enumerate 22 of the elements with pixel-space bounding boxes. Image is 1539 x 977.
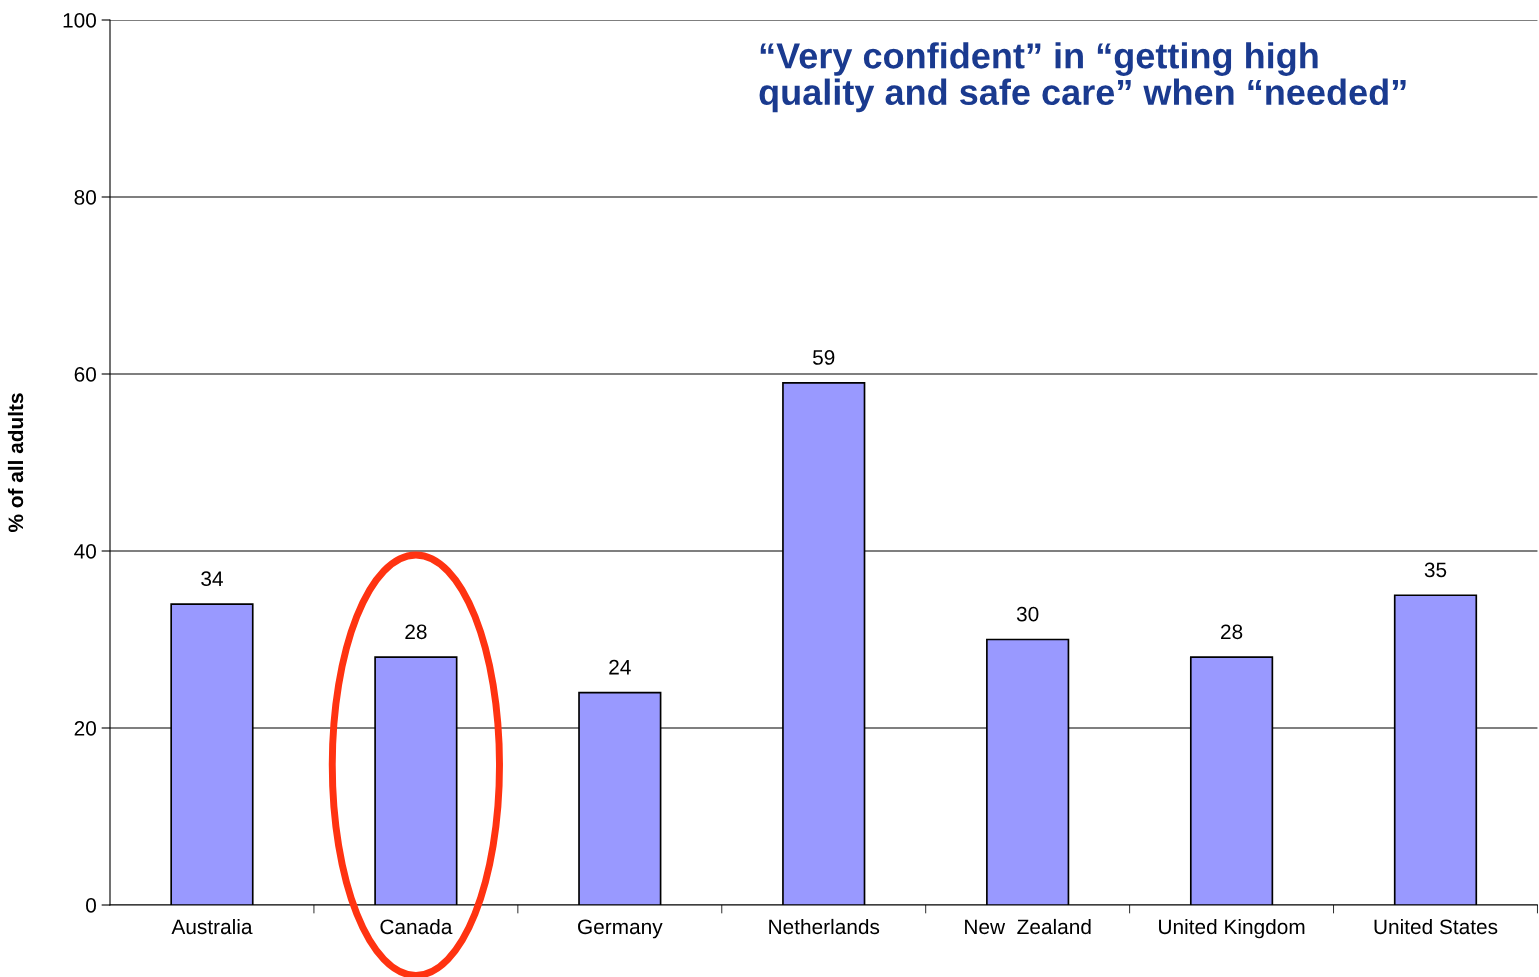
data-label: 59 xyxy=(812,350,835,365)
data-label: 24 xyxy=(609,659,631,675)
text: “Very confident” in “getting high quality and safe care” when “needed” xyxy=(759,42,1406,113)
x-tick-label: New Zealand xyxy=(965,918,1091,935)
x-tick-label: Australia xyxy=(171,918,253,935)
y-tick-label: 60 xyxy=(74,367,96,382)
data-label: 34 xyxy=(201,571,223,587)
x-tick-label: United Kingdom xyxy=(1159,918,1305,939)
y-tick-label: 20 xyxy=(74,721,96,736)
y-axis-title: % of all adults xyxy=(7,393,24,533)
x-tick-label: Canada xyxy=(380,918,453,935)
y-tick-label: 0 xyxy=(86,898,96,913)
data-label: 28 xyxy=(1221,624,1243,640)
data-label: 30 xyxy=(1016,606,1039,622)
data-label: 35 xyxy=(1424,562,1447,578)
y-tick-label: 40 xyxy=(74,544,96,559)
data-label: 28 xyxy=(405,624,427,640)
y-tick-label: 100 xyxy=(63,13,96,28)
x-tick-label: Netherlands xyxy=(769,918,880,935)
x-tick-label: United States xyxy=(1374,918,1498,935)
y-tick-label: 80 xyxy=(74,190,96,205)
x-tick-label: Germany xyxy=(578,919,663,939)
